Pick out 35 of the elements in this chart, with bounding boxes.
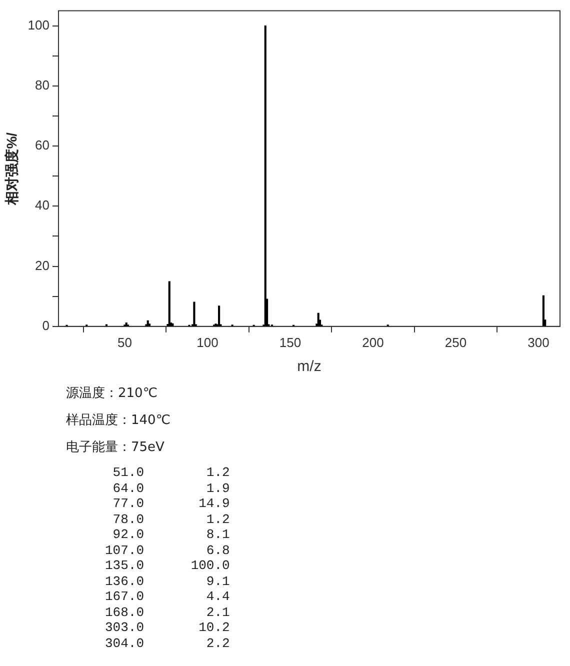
text: 167.0 4.4 xyxy=(104,589,231,604)
text: 电子能量：75eV xyxy=(66,439,166,456)
x-axis-title: m/z xyxy=(297,358,322,376)
x-tick-label: 50 xyxy=(117,334,132,350)
bar xyxy=(193,302,196,326)
bar xyxy=(264,26,266,326)
y-tick-label: 0 xyxy=(42,318,50,333)
x-tick-label: 100 xyxy=(196,334,218,350)
text: 304.0 2.2 xyxy=(104,636,231,651)
bar xyxy=(168,281,170,326)
text: 107.0 6.8 xyxy=(104,542,231,558)
x-tick-label: 150 xyxy=(279,334,302,350)
bar xyxy=(148,324,151,326)
text: 77.0 14.9 xyxy=(112,496,231,512)
y-axis-title: 相对强度%/ xyxy=(3,132,20,206)
text: 168.0 2.1 xyxy=(104,604,231,620)
bar xyxy=(542,295,544,326)
x-tick-label: 200 xyxy=(362,334,384,350)
x-tick-label: 250 xyxy=(444,334,467,350)
text: 51.0 1.2 xyxy=(112,465,231,480)
text: 源温度：210℃ xyxy=(66,385,158,402)
text: 64.0 1.9 xyxy=(112,480,231,496)
y-tick-label: 80 xyxy=(35,78,50,93)
text: 样品温度：140℃ xyxy=(66,412,172,429)
y-tick-label: 20 xyxy=(35,258,50,273)
text: 136.0 9.1 xyxy=(104,574,231,589)
y-tick-label: 60 xyxy=(35,138,50,153)
y-tick-label: 40 xyxy=(35,198,50,213)
bar xyxy=(218,306,220,326)
text: 78.0 1.2 xyxy=(112,512,231,527)
x-tick-label: 300 xyxy=(528,334,550,350)
text: 135.0 100.0 xyxy=(104,558,231,574)
text: 303.0 10.2 xyxy=(104,620,231,636)
y-tick-label: 100 xyxy=(28,17,50,32)
text: 92.0 8.1 xyxy=(112,527,231,542)
